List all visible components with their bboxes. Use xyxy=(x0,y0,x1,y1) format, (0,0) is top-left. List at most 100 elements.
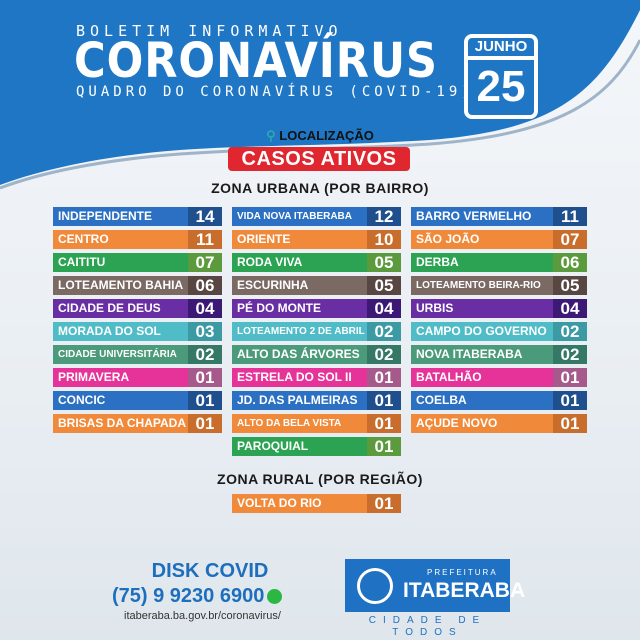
neighborhood-name: CONCIC xyxy=(58,393,106,407)
prefeitura-logo: PREFEITURA ITABERABA xyxy=(345,559,525,612)
case-count: 07 xyxy=(188,253,222,272)
neighborhood-name: MORADA DO SOL xyxy=(58,324,161,338)
neighborhood-cell: ALTO DAS ÁRVORES xyxy=(232,345,367,364)
neighborhood-cell: AÇUDE NOVO xyxy=(411,414,553,433)
header-subtitle: QUADRO DO CORONAVÍRUS (COVID-19) xyxy=(76,84,474,100)
table-row: PÉ DO MONTE 04 xyxy=(232,299,401,318)
neighborhood-cell: INDEPENDENTE xyxy=(53,207,188,226)
neighborhood-cell: LOTEAMENTO BEIRA-RIO xyxy=(411,276,553,295)
table-row: CONCIC 01 xyxy=(53,391,222,410)
neighborhood-cell: LOTEAMENTO BAHIA xyxy=(53,276,188,295)
neighborhood-cell: PRIMAVERA xyxy=(53,368,188,387)
table-row: BATALHÃO 01 xyxy=(411,368,587,387)
active-cases-badge: CASOS ATIVOS xyxy=(228,147,410,171)
case-count: 01 xyxy=(553,368,587,387)
table-row: CENTRO 11 xyxy=(53,230,222,249)
neighborhood-name: ORIENTE xyxy=(237,232,291,246)
neighborhood-name: RODA VIVA xyxy=(237,255,303,269)
case-count: 01 xyxy=(553,391,587,410)
header-title: CORONAVÍRUS xyxy=(74,33,438,89)
case-count: 14 xyxy=(188,207,222,226)
neighborhood-cell: PÉ DO MONTE xyxy=(232,299,367,318)
table-row: CIDADE UNIVERSITÁRIA 02 xyxy=(53,345,222,364)
table-row: INDEPENDENTE 14 xyxy=(53,207,222,226)
neighborhood-name: LOTEAMENTO BAHIA xyxy=(58,278,184,292)
rural-zone-title: ZONA RURAL (POR REGIÃO) xyxy=(217,471,423,487)
city-seal-icon xyxy=(357,568,393,604)
disk-covid-label: DISK COVID xyxy=(151,560,269,582)
neighborhood-cell: SÃO JOÃO xyxy=(411,230,553,249)
case-count: 04 xyxy=(188,299,222,318)
calendar-icon: JUNHO 25 xyxy=(464,34,538,119)
case-count: 05 xyxy=(367,276,401,295)
neighborhood-name: ESTRELA DO SOL II xyxy=(237,370,352,384)
table-row: BRISAS DA CHAPADA 01 xyxy=(53,414,222,433)
neighborhood-cell: MORADA DO SOL xyxy=(53,322,188,341)
logo-city-name: ITABERABA xyxy=(403,579,526,602)
neighborhood-cell: CAMPO DO GOVERNO xyxy=(411,322,553,341)
neighborhood-name: INDEPENDENTE xyxy=(58,209,153,223)
case-count: 01 xyxy=(367,391,401,410)
table-row: JD. DAS PALMEIRAS 01 xyxy=(232,391,401,410)
website-link[interactable]: itaberaba.ba.gov.br/coronavirus/ xyxy=(124,610,281,622)
case-count: 02 xyxy=(367,345,401,364)
neighborhood-name: CENTRO xyxy=(58,232,109,246)
calendar-day: 25 xyxy=(476,62,526,111)
neighborhood-name: NOVA ITABERABA xyxy=(416,347,523,361)
neighborhood-name: ALTO DA BELA VISTA xyxy=(237,418,342,429)
neighborhood-name: ESCURINHA xyxy=(237,278,309,292)
neighborhood-name: CAMPO DO GOVERNO xyxy=(416,324,547,338)
case-count: 01 xyxy=(367,494,401,513)
neighborhood-cell: URBIS xyxy=(411,299,553,318)
table-row: LOTEAMENTO BAHIA 06 xyxy=(53,276,222,295)
table-row: COELBA 01 xyxy=(411,391,587,410)
map-pin-icon: ⚲ xyxy=(266,128,276,143)
neighborhood-cell: ORIENTE xyxy=(232,230,367,249)
table-row: BARRO VERMELHO 11 xyxy=(411,207,587,226)
neighborhood-cell: RODA VIVA xyxy=(232,253,367,272)
neighborhood-name: LOTEAMENTO BEIRA-RIO xyxy=(416,280,541,291)
location-label: LOCALIZAÇÃO xyxy=(279,128,374,143)
table-row: CAMPO DO GOVERNO 02 xyxy=(411,322,587,341)
case-count: 10 xyxy=(367,230,401,249)
neighborhood-name: CIDADE DE DEUS xyxy=(58,301,161,315)
neighborhood-cell: LOTEAMENTO 2 DE ABRIL xyxy=(232,322,367,341)
case-count: 02 xyxy=(188,345,222,364)
neighborhood-name: BARRO VERMELHO xyxy=(416,209,532,223)
neighborhood-name: VOLTA DO RIO xyxy=(237,496,322,510)
neighborhood-name: DERBA xyxy=(416,255,459,269)
neighborhood-cell: VIDA NOVA ITABERABA xyxy=(232,207,367,226)
table-row: PRIMAVERA 01 xyxy=(53,368,222,387)
case-count: 01 xyxy=(188,414,222,433)
neighborhood-cell: CIDADE UNIVERSITÁRIA xyxy=(53,345,188,364)
logo-prefeitura-text: PREFEITURA xyxy=(427,568,498,577)
case-count: 11 xyxy=(188,230,222,249)
neighborhood-cell: BRISAS DA CHAPADA xyxy=(53,414,188,433)
table-row: URBIS 04 xyxy=(411,299,587,318)
whatsapp-icon xyxy=(267,589,283,605)
table-row: SÃO JOÃO 07 xyxy=(411,230,587,249)
case-count: 02 xyxy=(553,345,587,364)
table-row: ORIENTE 10 xyxy=(232,230,401,249)
neighborhood-name: PÉ DO MONTE xyxy=(237,301,322,315)
calendar-month: JUNHO xyxy=(468,38,534,60)
case-count: 03 xyxy=(188,322,222,341)
neighborhood-name: BATALHÃO xyxy=(416,370,482,384)
neighborhood-name: BRISAS DA CHAPADA xyxy=(58,416,187,430)
case-count: 01 xyxy=(188,391,222,410)
neighborhood-cell: BARRO VERMELHO xyxy=(411,207,553,226)
neighborhood-name: LOTEAMENTO 2 DE ABRIL xyxy=(237,326,365,337)
case-count: 12 xyxy=(367,207,401,226)
case-count: 01 xyxy=(367,437,401,456)
neighborhood-cell: ALTO DA BELA VISTA xyxy=(232,414,367,433)
neighborhood-cell: BATALHÃO xyxy=(411,368,553,387)
table-row: RODA VIVA 05 xyxy=(232,253,401,272)
case-count: 05 xyxy=(367,253,401,272)
neighborhood-cell: ESTRELA DO SOL II xyxy=(232,368,367,387)
neighborhood-cell: COELBA xyxy=(411,391,553,410)
neighborhood-cell: NOVA ITABERABA xyxy=(411,345,553,364)
table-row: ALTO DA BELA VISTA 01 xyxy=(232,414,401,433)
case-count: 01 xyxy=(367,414,401,433)
neighborhood-cell: CAITITU xyxy=(53,253,188,272)
neighborhood-cell: ESCURINHA xyxy=(232,276,367,295)
